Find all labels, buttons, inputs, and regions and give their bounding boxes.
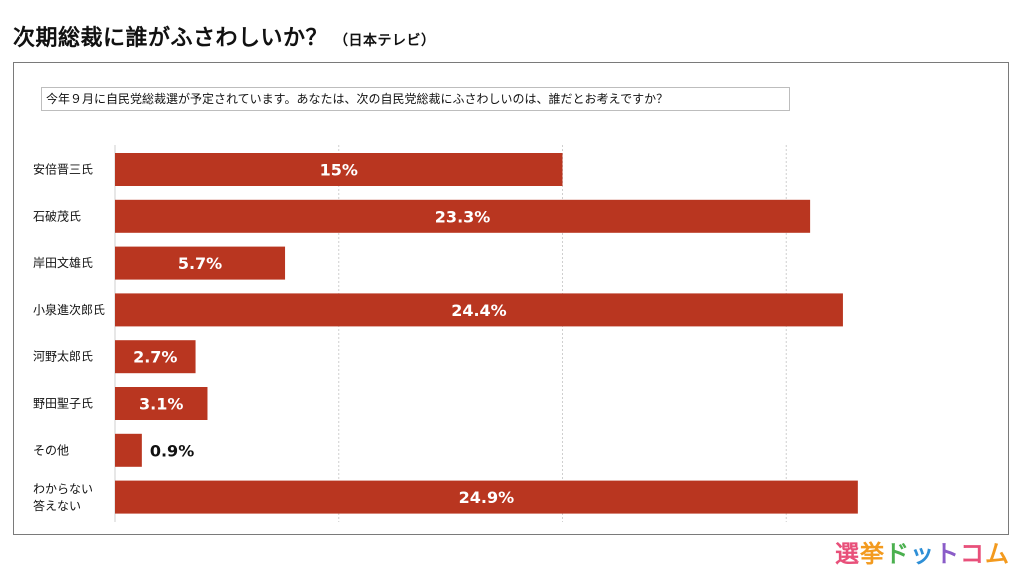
category-label: わからない答えない [33, 482, 93, 513]
bar [115, 480, 858, 514]
category-label: 小泉進次郎氏 [33, 303, 105, 317]
category-label: 岸田文雄氏 [33, 255, 93, 270]
category-label: 河野太郎氏 [33, 349, 93, 364]
chart-title: 次期総裁に誰がふさわしいか？ （日本テレビ） [13, 28, 436, 50]
logo: 選挙ドットコム [835, 540, 1010, 568]
category-label: その他 [33, 443, 69, 457]
data-label: 23.3% [435, 207, 491, 226]
category-label: 石破茂氏 [33, 208, 81, 223]
data-label: 24.4% [451, 301, 507, 320]
data-label: 0.9% [150, 441, 194, 460]
question-text: 今年９月に自民党総裁選が予定されています。あなたは、次の自民党総裁にふさわしいの… [41, 87, 790, 111]
data-label: 2.7% [133, 348, 177, 367]
bar [115, 433, 142, 467]
category-label: 野田聖子氏 [33, 397, 93, 411]
data-label: 15% [320, 161, 358, 180]
data-label: 24.9% [459, 488, 515, 507]
bar [115, 246, 286, 280]
bar [115, 293, 843, 327]
bar [115, 387, 208, 420]
bar [115, 340, 196, 374]
bar [115, 199, 811, 233]
source-label: （日本テレビ） [334, 33, 436, 49]
bar [115, 153, 563, 186]
title-text: 次期総裁に誰がふさわしいか？ [13, 26, 329, 51]
data-label: 3.1% [139, 395, 183, 414]
category-label: 安倍晋三氏 [33, 162, 93, 177]
data-label: 5.7% [178, 254, 222, 273]
